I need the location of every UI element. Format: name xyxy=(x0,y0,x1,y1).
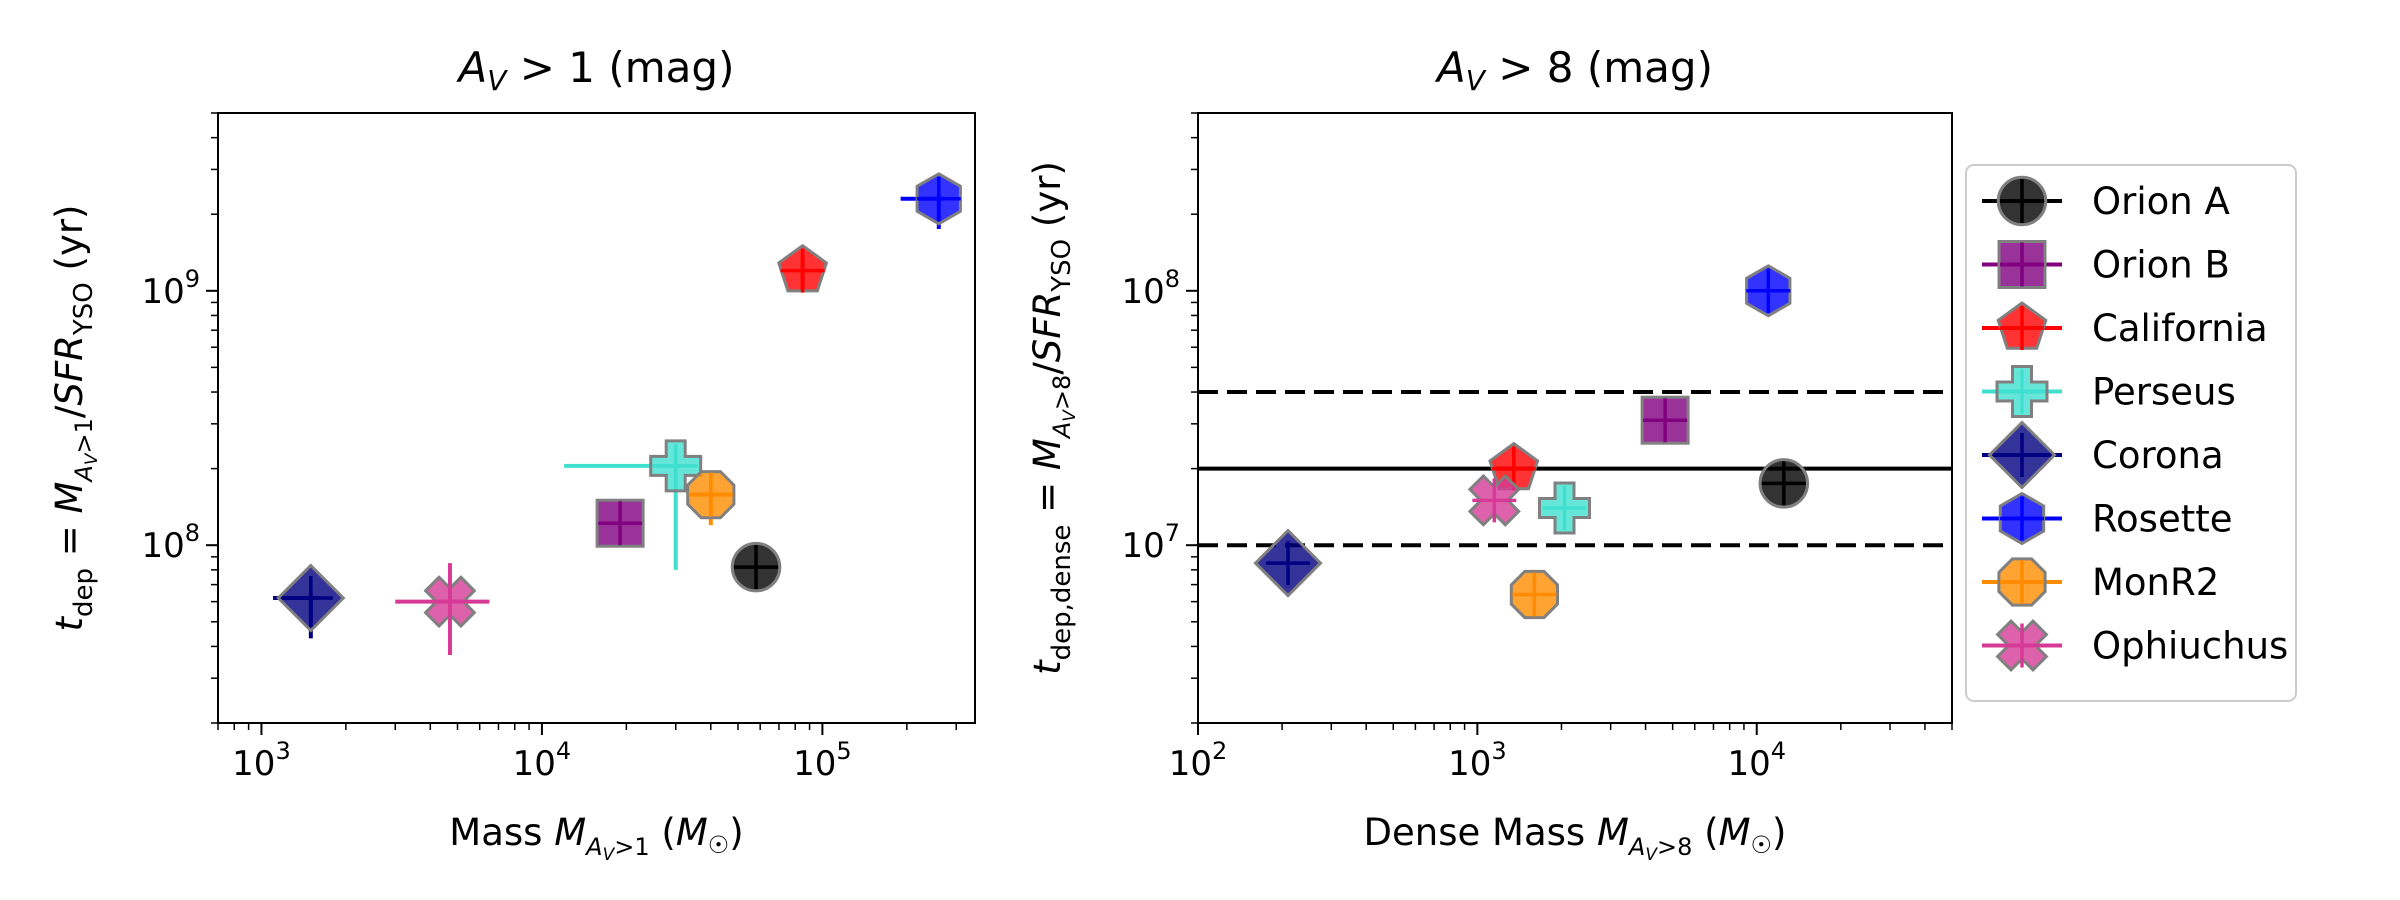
y-tick-label: 107 xyxy=(1121,519,1180,566)
legend-label: California xyxy=(2092,307,2268,350)
data-point xyxy=(595,498,645,548)
x-tick-label: 102 xyxy=(1169,737,1228,784)
y-tick-label: 108 xyxy=(1121,265,1180,312)
legend-box xyxy=(1965,164,2297,702)
data-point xyxy=(1509,569,1559,620)
marker-center-cross xyxy=(1746,268,1791,313)
panel-title: AV > 8 (mag) xyxy=(1434,43,1713,97)
legend-marker-cross xyxy=(2000,433,2044,477)
legend-marker-cross xyxy=(2000,623,2044,668)
legend-entry: California xyxy=(1982,301,2268,350)
legend-entry: Corona xyxy=(1982,420,2224,490)
data-point xyxy=(1253,528,1323,598)
x-axis-label: Mass MAV>1 (M☉) xyxy=(449,811,743,865)
data-point xyxy=(686,470,736,526)
legend: Orion A Orion B California Perseus Corona Ros… xyxy=(1965,164,2297,702)
legend-entry: Rosette xyxy=(1982,491,2233,546)
legend-label: Ophiuchus xyxy=(2092,625,2288,668)
marker-center-cross xyxy=(653,443,698,488)
marker-center-cross xyxy=(598,501,643,546)
legend-entry: MonR2 xyxy=(1982,557,2219,607)
marker-center-cross xyxy=(1266,541,1311,586)
data-point xyxy=(273,563,346,639)
data-point xyxy=(1745,264,1792,318)
marker-center-cross xyxy=(734,545,779,590)
plot-frame xyxy=(1197,112,1953,724)
legend-marker-cross xyxy=(2000,369,2044,414)
y-tick-label: 108 xyxy=(141,519,200,566)
legend-marker-cross xyxy=(2000,496,2044,541)
marker-center-cross xyxy=(1542,486,1587,531)
data-point xyxy=(900,172,962,229)
y-tick-label: 109 xyxy=(141,265,200,312)
data-point xyxy=(730,541,782,593)
legend-label: Rosette xyxy=(2092,498,2233,541)
data-point xyxy=(1758,458,1810,509)
marker-center-cross xyxy=(1761,461,1806,506)
legend-label: Perseus xyxy=(2092,371,2236,414)
marker-center-cross xyxy=(1472,478,1517,523)
x-axis-label: Dense Mass MAV>8 (M☉) xyxy=(1364,811,1787,865)
plot-frame xyxy=(217,112,976,724)
legend-label: Corona xyxy=(2092,434,2224,477)
legend-marker-cross xyxy=(2000,560,2044,604)
legend-marker-cross xyxy=(2000,179,2044,223)
marker-center-cross xyxy=(1643,398,1688,443)
x-tick-label: 103 xyxy=(232,737,291,784)
legend-label: Orion B xyxy=(2092,244,2230,287)
right-panel: 102 103 104 107 108 AV > 8 (mag) Dense Mass MA… xyxy=(1026,43,1953,865)
marker-center-cross xyxy=(916,176,961,221)
legend-label: MonR2 xyxy=(2092,561,2219,604)
legend-entry: Perseus xyxy=(1982,365,2236,418)
marker-center-cross xyxy=(427,579,472,624)
legend-entry: Orion A xyxy=(1982,175,2230,227)
legend-marker-cross xyxy=(2000,306,2044,350)
legend-label: Orion A xyxy=(2092,180,2230,223)
data-point xyxy=(1640,395,1690,445)
marker-center-cross xyxy=(1512,572,1557,617)
panel-title: AV > 1 (mag) xyxy=(456,43,735,97)
legend-entry: Ophiuchus xyxy=(1982,618,2288,673)
data-point xyxy=(564,439,703,570)
marker-center-cross xyxy=(688,472,733,517)
marker-center-cross xyxy=(288,576,333,621)
x-tick-label: 104 xyxy=(1727,737,1786,784)
marker-center-cross xyxy=(780,248,825,293)
x-tick-label: 105 xyxy=(793,737,852,784)
data-point xyxy=(1538,481,1591,535)
legend-entry: Orion B xyxy=(1982,240,2230,289)
y-axis-label: tdep,dense = MAV>8/SFRYSO (yr) xyxy=(1026,161,1080,675)
data-point xyxy=(777,243,829,293)
left-panel: 103 104 105 108 109 AV > 1 (mag) Mass MAV>1 (M… xyxy=(48,43,976,865)
data-point xyxy=(1467,473,1521,527)
legend-marker-cross xyxy=(2000,242,2044,287)
x-tick-label: 104 xyxy=(513,737,572,784)
data-point xyxy=(395,563,490,656)
y-axis-label: tdep = MAV>1/SFRYSO (yr) xyxy=(48,204,102,631)
x-tick-label: 103 xyxy=(1448,737,1507,784)
